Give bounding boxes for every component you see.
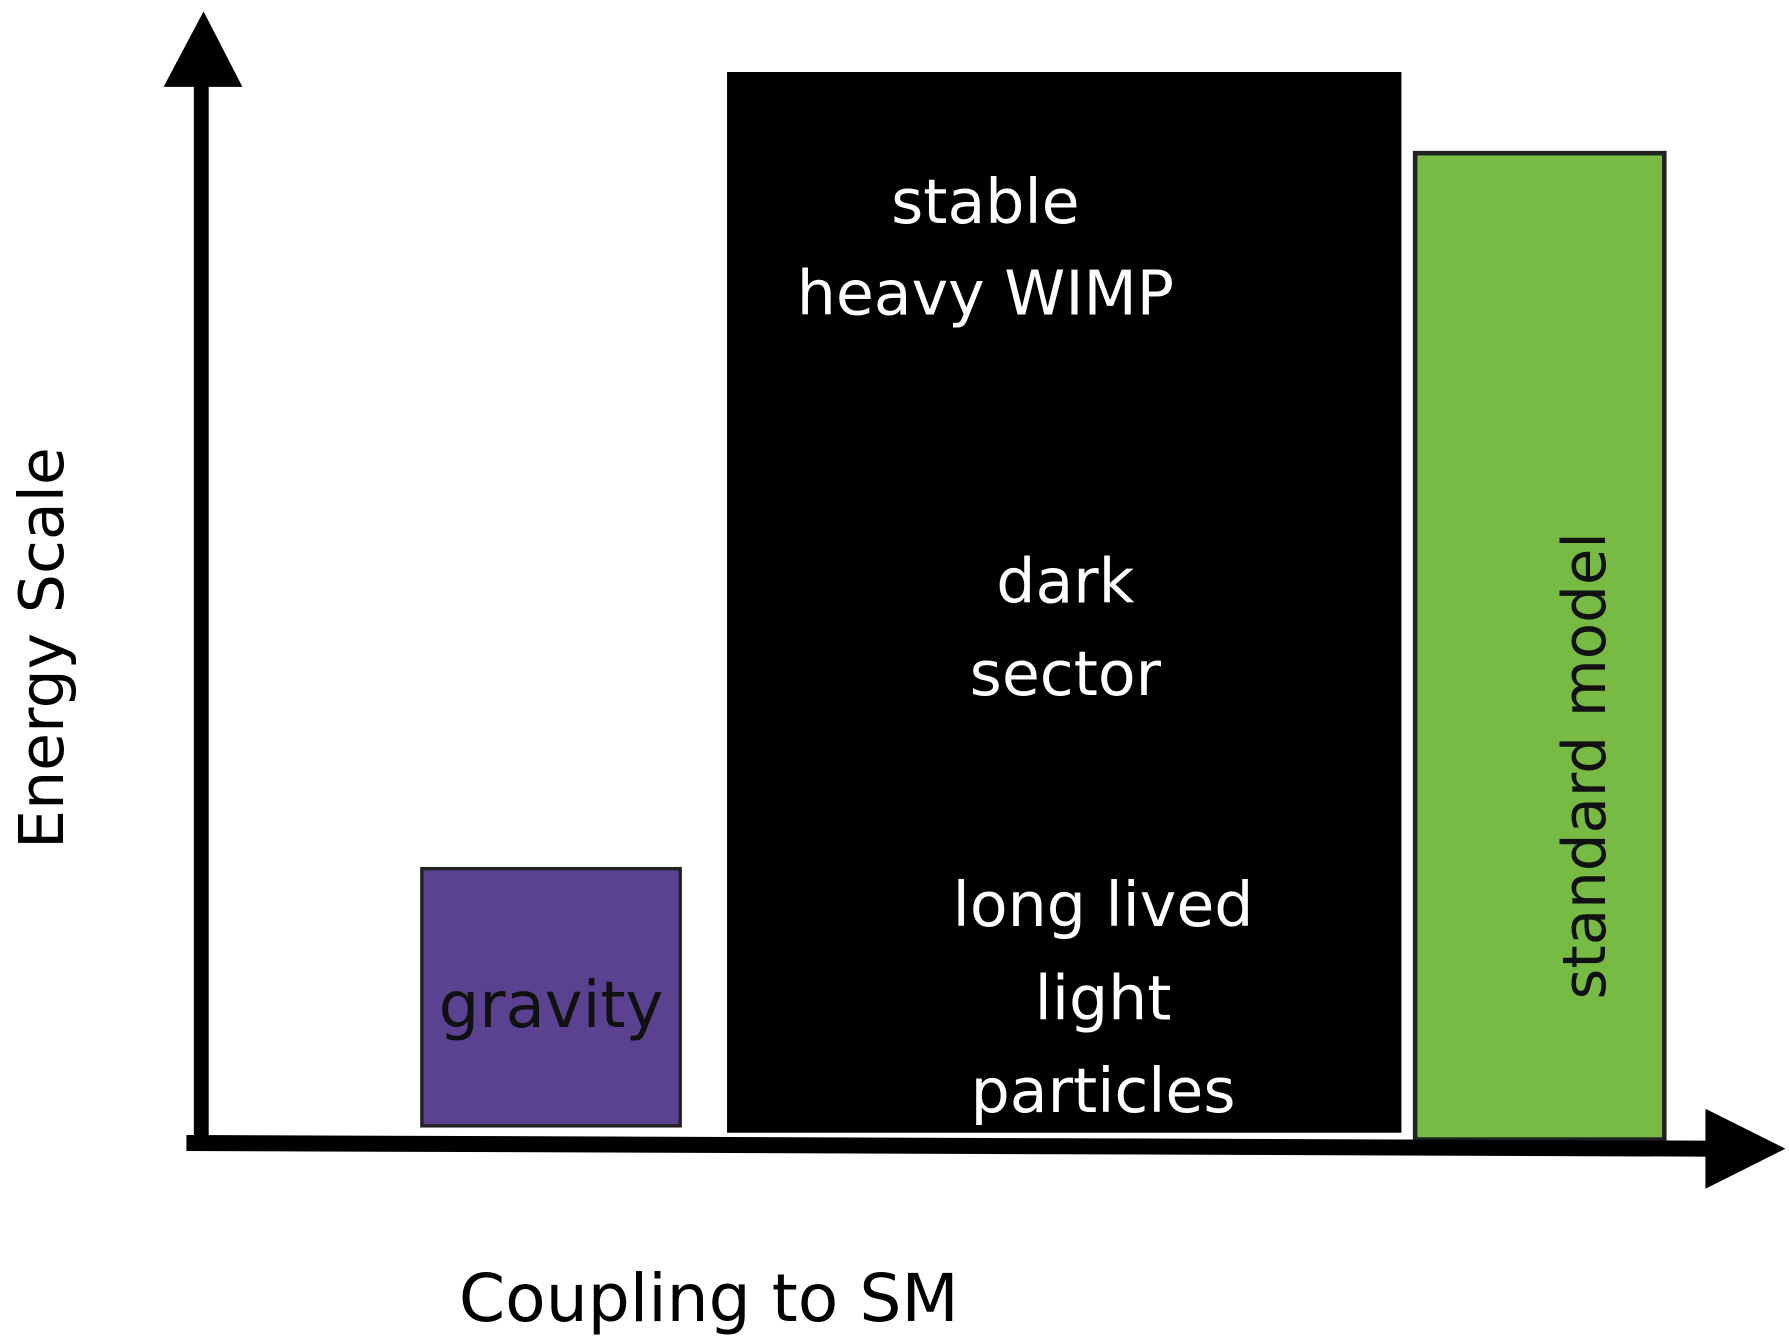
x-axis-arrow <box>1705 1108 1786 1189</box>
box-text: sector <box>970 638 1162 710</box>
gravity-box <box>420 866 682 1128</box>
y-axis-label: Energy Scale <box>6 447 78 849</box>
box-text: particles <box>971 1055 1236 1127</box>
standard-model-label: standard model <box>1551 532 1620 999</box>
gravity-label: gravity <box>439 969 664 1043</box>
x-axis-label: Coupling to SM <box>459 1259 959 1337</box>
standard-model-box <box>1412 150 1667 1142</box>
box-text: heavy WIMP <box>797 257 1174 329</box>
box-text: long lived <box>953 869 1254 941</box>
dark-sector-box <box>724 69 1404 1135</box>
y-axis-arrow <box>163 11 243 87</box>
box-text: light <box>1035 962 1172 1034</box>
box-text: stable <box>891 166 1079 238</box>
box-text: dark <box>996 545 1134 617</box>
x-axis <box>186 1134 1721 1157</box>
